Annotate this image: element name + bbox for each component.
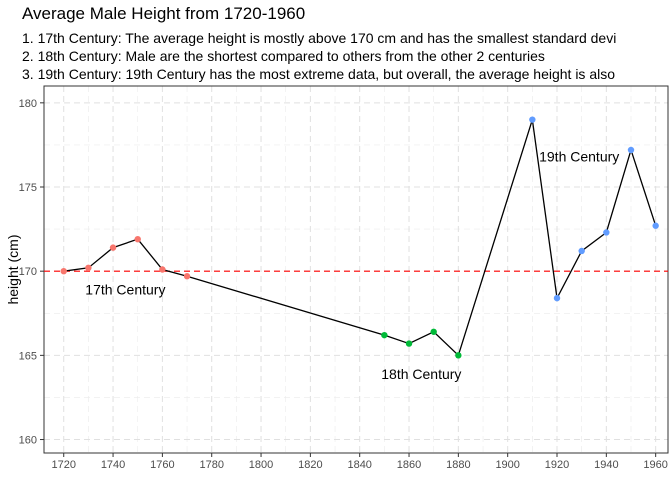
x-tick-label: 1840 xyxy=(347,459,371,471)
data-point xyxy=(529,116,536,123)
data-point xyxy=(578,247,585,255)
x-tick-label: 1940 xyxy=(594,459,618,471)
x-tick-label: 1860 xyxy=(397,459,421,471)
annotation-label: 17th Century xyxy=(85,282,165,298)
data-point xyxy=(60,267,67,275)
x-tick-label: 1780 xyxy=(199,459,223,471)
data-point xyxy=(85,264,92,272)
annotation-label: 19th Century xyxy=(539,149,619,165)
plot-border xyxy=(43,85,669,454)
y-tick-label: 170 xyxy=(19,266,37,278)
y-tick-label: 175 xyxy=(19,182,37,194)
data-point xyxy=(455,352,462,359)
data-point xyxy=(652,222,659,229)
data-point xyxy=(134,235,141,243)
data-point xyxy=(627,146,635,154)
y-tick-label: 180 xyxy=(19,98,37,110)
subtitle-line-1: 1. 17th Century: The average height is m… xyxy=(22,30,617,46)
y-tick-label: 160 xyxy=(19,435,37,447)
plot-panel xyxy=(44,86,668,453)
x-tick-label: 1880 xyxy=(446,459,470,471)
subtitle-line-2: 2. 18th Century: Male are the shortest c… xyxy=(22,48,545,64)
data-point xyxy=(405,340,413,347)
data-point xyxy=(430,328,437,335)
data-point xyxy=(109,244,117,251)
x-tick-label: 1920 xyxy=(545,459,569,471)
x-tick-label: 1820 xyxy=(298,459,322,471)
data-point xyxy=(603,229,610,236)
data-point xyxy=(553,294,561,302)
x-tick-label: 1720 xyxy=(51,459,75,471)
x-tick-label: 1960 xyxy=(643,459,667,471)
x-tick-label: 1800 xyxy=(249,459,273,471)
x-tick-label: 1760 xyxy=(150,459,174,471)
x-tick-label: 1740 xyxy=(101,459,125,471)
chart-title: Average Male Height from 1720-1960 xyxy=(22,4,306,23)
x-tick-label: 1900 xyxy=(495,459,519,471)
y-tick-label: 165 xyxy=(19,350,37,362)
data-point xyxy=(183,273,191,280)
data-line xyxy=(63,119,657,357)
y-axis-title: height (cm) xyxy=(5,234,21,304)
data-point xyxy=(381,331,388,339)
annotation-label: 18th Century xyxy=(381,366,461,382)
data-point xyxy=(159,266,166,273)
subtitle-line-3: 3. 19th Century: 19th Century has the mo… xyxy=(22,66,616,82)
